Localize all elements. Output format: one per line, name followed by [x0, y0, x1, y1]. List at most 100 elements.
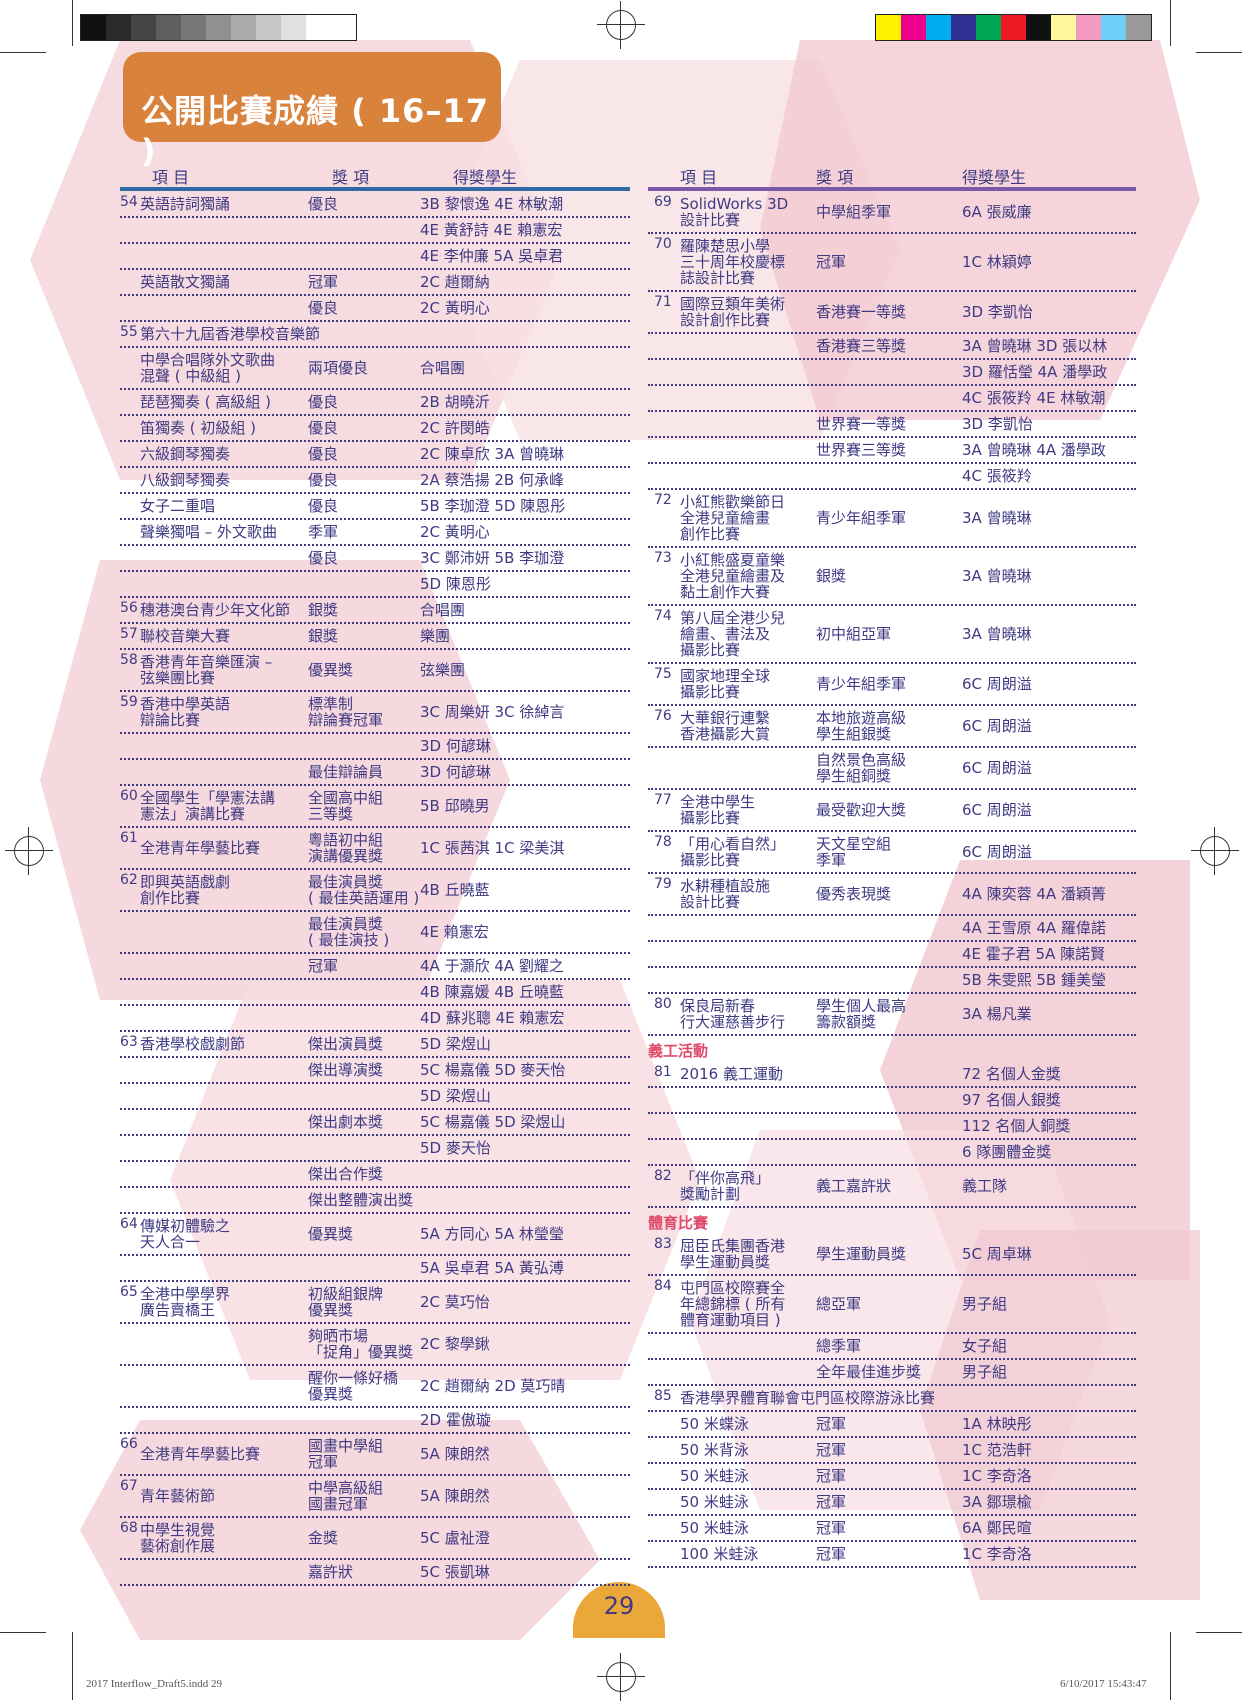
- award-cell: 金獎: [308, 1529, 339, 1547]
- table-row: 54 英語詩詞獨誦 優良 3B 黎懷逸 4E 林敏潮: [120, 192, 630, 218]
- award-cell: 冠軍: [816, 1415, 847, 1433]
- table-row: 4B 陳嘉媛 4B 丘曉藍: [120, 980, 630, 1006]
- item-cell: 50 米背泳: [680, 1441, 749, 1459]
- table-row: 英語散文獨誦 冠軍 2C 趙爾納: [120, 270, 630, 296]
- table-row: 81 2016 義工運動 72 名個人金獎: [648, 1062, 1136, 1088]
- table-row: 總季軍 女子組: [648, 1334, 1136, 1360]
- award-cell: 優良: [308, 445, 339, 463]
- students-cell: 2C 趙爾納: [420, 273, 490, 291]
- table-row: 最佳演員獎 ( 最佳演技 ) 4E 賴憲宏: [120, 912, 630, 954]
- award-cell: 夠晒市場 「捉角」優異獎: [308, 1327, 414, 1361]
- table-row: 優良 3C 鄭沛妍 5B 李珈澄: [120, 546, 630, 572]
- table-row: 73 小紅熊盛夏童樂 全港兒童繪畫及 黏土創作大賽 銀獎 3A 曾曉琳: [648, 548, 1136, 606]
- item-cell: 屯門區校際賽全 年總錦標 ( 所有 體育運動項目 ): [680, 1279, 786, 1329]
- item-cell: 琵琶獨奏 ( 高級組 ): [140, 393, 272, 411]
- table-row: 4C 張筱羚: [648, 464, 1136, 490]
- table-row: 55 第六十九屆香港學校音樂節: [120, 322, 630, 348]
- students-cell: 4C 張筱羚 4E 林敏潮: [962, 389, 1106, 407]
- item-cell: 50 米蛙泳: [680, 1493, 749, 1511]
- table-row: 77 全港中學生 攝影比賽 最受歡迎大獎 6C 周朗溢: [648, 790, 1136, 832]
- entry-number: 62: [120, 872, 138, 888]
- table-row: 84 屯門區校際賽全 年總錦標 ( 所有 體育運動項目 ) 總亞軍 男子組: [648, 1276, 1136, 1334]
- students-cell: 5D 梁煜山: [420, 1087, 491, 1105]
- table-row: 60 全國學生「學憲法講 憲法」演講比賽 全國高中組 三等獎 5B 邱曉男: [120, 786, 630, 828]
- award-cell: 國畫中學組 冠軍: [308, 1437, 384, 1471]
- entry-number: 79: [654, 876, 672, 892]
- students-cell: 4E 霍子君 5A 陳諾賢: [962, 945, 1106, 963]
- table-row: 65 全港中學學界 廣告賣橋王 初級組銀牌 優異獎 2C 莫巧怡: [120, 1282, 630, 1324]
- students-cell: 女子組: [962, 1337, 1008, 1355]
- table-row: 琵琶獨奏 ( 高級組 ) 優良 2B 胡曉沂: [120, 390, 630, 416]
- award-cell: 香港賽三等獎: [816, 337, 907, 355]
- students-cell: 5C 楊嘉儀 5D 麥天怡: [420, 1061, 566, 1079]
- crop-mark: [1196, 52, 1242, 53]
- table-row: 66 全港青年學藝比賽 國畫中學組 冠軍 5A 陳朗然: [120, 1434, 630, 1476]
- table-row: 50 米蛙泳 冠軍 1C 李奇洛: [648, 1464, 1136, 1490]
- students-cell: 5A 方同心 5A 林瑩瑩: [420, 1225, 564, 1243]
- item-cell: 國家地理全球 攝影比賽: [680, 667, 771, 701]
- students-cell: 5D 麥天怡: [420, 1139, 491, 1157]
- award-cell: 冠軍: [308, 957, 339, 975]
- students-cell: 2B 胡曉沂: [420, 393, 490, 411]
- item-cell: 小紅熊歡樂節日 全港兒童繪畫 創作比賽: [680, 493, 786, 543]
- students-cell: 6C 周朗溢: [962, 717, 1032, 735]
- item-cell: 香港學校戲劇節: [140, 1035, 246, 1053]
- award-cell: 冠軍: [816, 1545, 847, 1563]
- students-cell: 3A 曾曉琳 4A 潘學政: [962, 441, 1106, 459]
- table-row: 4A 王雪原 4A 羅偉諾: [648, 916, 1136, 942]
- award-cell: 優良: [308, 497, 339, 515]
- item-cell: 50 米蝶泳: [680, 1415, 749, 1433]
- award-cell: 優秀表現獎: [816, 885, 892, 903]
- table-row: 世界賽一等獎 3D 李凱怡: [648, 412, 1136, 438]
- table-row: 香港賽三等獎 3A 曾曉琳 3D 張以林: [648, 334, 1136, 360]
- item-cell: 六級鋼琴獨奏: [140, 445, 231, 463]
- entry-number: 76: [654, 708, 672, 724]
- students-cell: 6 隊團體金獎: [962, 1143, 1052, 1161]
- award-cell: 義工嘉許狀: [816, 1177, 892, 1195]
- award-cell: 香港賽一等獎: [816, 303, 907, 321]
- header-students: 得獎學生: [962, 168, 1027, 187]
- table-row: 76 大華銀行連繫 香港攝影大賞 本地旅遊高級 學生組銀獎 6C 周朗溢: [648, 706, 1136, 748]
- award-cell: 世界賽三等獎: [816, 441, 907, 459]
- students-cell: 3C 鄭沛妍 5B 李珈澄: [420, 549, 565, 567]
- page-title: 公開比賽成績 ( 16–17 ): [123, 52, 501, 170]
- table-row: 傑出整體演出獎: [120, 1188, 630, 1214]
- entry-number: 55: [120, 324, 138, 340]
- students-cell: 5D 梁煜山: [420, 1035, 491, 1053]
- students-cell: 3B 黎懷逸 4E 林敏潮: [420, 195, 564, 213]
- award-cell: 全國高中組 三等獎: [308, 789, 384, 823]
- table-row: 4D 蘇兆聰 4E 賴憲宏: [120, 1006, 630, 1032]
- header-item: 項 目: [152, 168, 190, 187]
- students-cell: 3D 何諺琳: [420, 763, 491, 781]
- students-cell: 3A 曾曉琳: [962, 625, 1032, 643]
- table-row: 聲樂獨唱 – 外文歌曲 季軍 2C 黃明心: [120, 520, 630, 546]
- students-cell: 4B 陳嘉媛 4B 丘曉藍: [420, 983, 564, 1001]
- left-table-header: 項 目 獎 項 得獎學生: [120, 162, 630, 188]
- award-cell: 銀獎: [308, 601, 339, 619]
- students-cell: 4E 黃舒詩 4E 賴憲宏: [420, 221, 563, 239]
- students-cell: 2C 趙爾納 2D 莫巧晴: [420, 1377, 566, 1395]
- table-row: 82 「伴你高飛」 獎勵計劃 義工嘉許狀 義工隊: [648, 1166, 1136, 1208]
- item-cell: 全港青年學藝比賽: [140, 1445, 261, 1463]
- table-row: 50 米蛙泳 冠軍 6A 鄭民暄: [648, 1516, 1136, 1542]
- entry-number: 74: [654, 608, 672, 624]
- students-cell: 5A 陳朗然: [420, 1487, 490, 1505]
- header-students: 得獎學生: [453, 168, 518, 187]
- award-cell: 學生個人最高 籌款額獎: [816, 997, 907, 1031]
- entry-number: 67: [120, 1478, 138, 1494]
- item-cell: 小紅熊盛夏童樂 全港兒童繪畫及 黏土創作大賽: [680, 551, 786, 601]
- students-cell: 4E 賴憲宏: [420, 923, 489, 941]
- item-cell: 2016 義工運動: [680, 1065, 783, 1083]
- students-cell: 2C 黃明心: [420, 523, 490, 541]
- entry-number: 70: [654, 236, 672, 252]
- table-row: 最佳辯論員 3D 何諺琳: [120, 760, 630, 786]
- entry-number: 66: [120, 1436, 138, 1452]
- item-cell: 50 米蛙泳: [680, 1519, 749, 1537]
- table-row: 4E 黃舒詩 4E 賴憲宏: [120, 218, 630, 244]
- students-cell: 1A 林映彤: [962, 1415, 1032, 1433]
- table-row: 5D 梁煜山: [120, 1084, 630, 1110]
- students-cell: 5B 朱雯熙 5B 鍾美瑩: [962, 971, 1106, 989]
- award-cell: 冠軍: [816, 1493, 847, 1511]
- award-cell: 優異獎: [308, 661, 354, 679]
- award-cell: 學生運動員獎: [816, 1245, 907, 1263]
